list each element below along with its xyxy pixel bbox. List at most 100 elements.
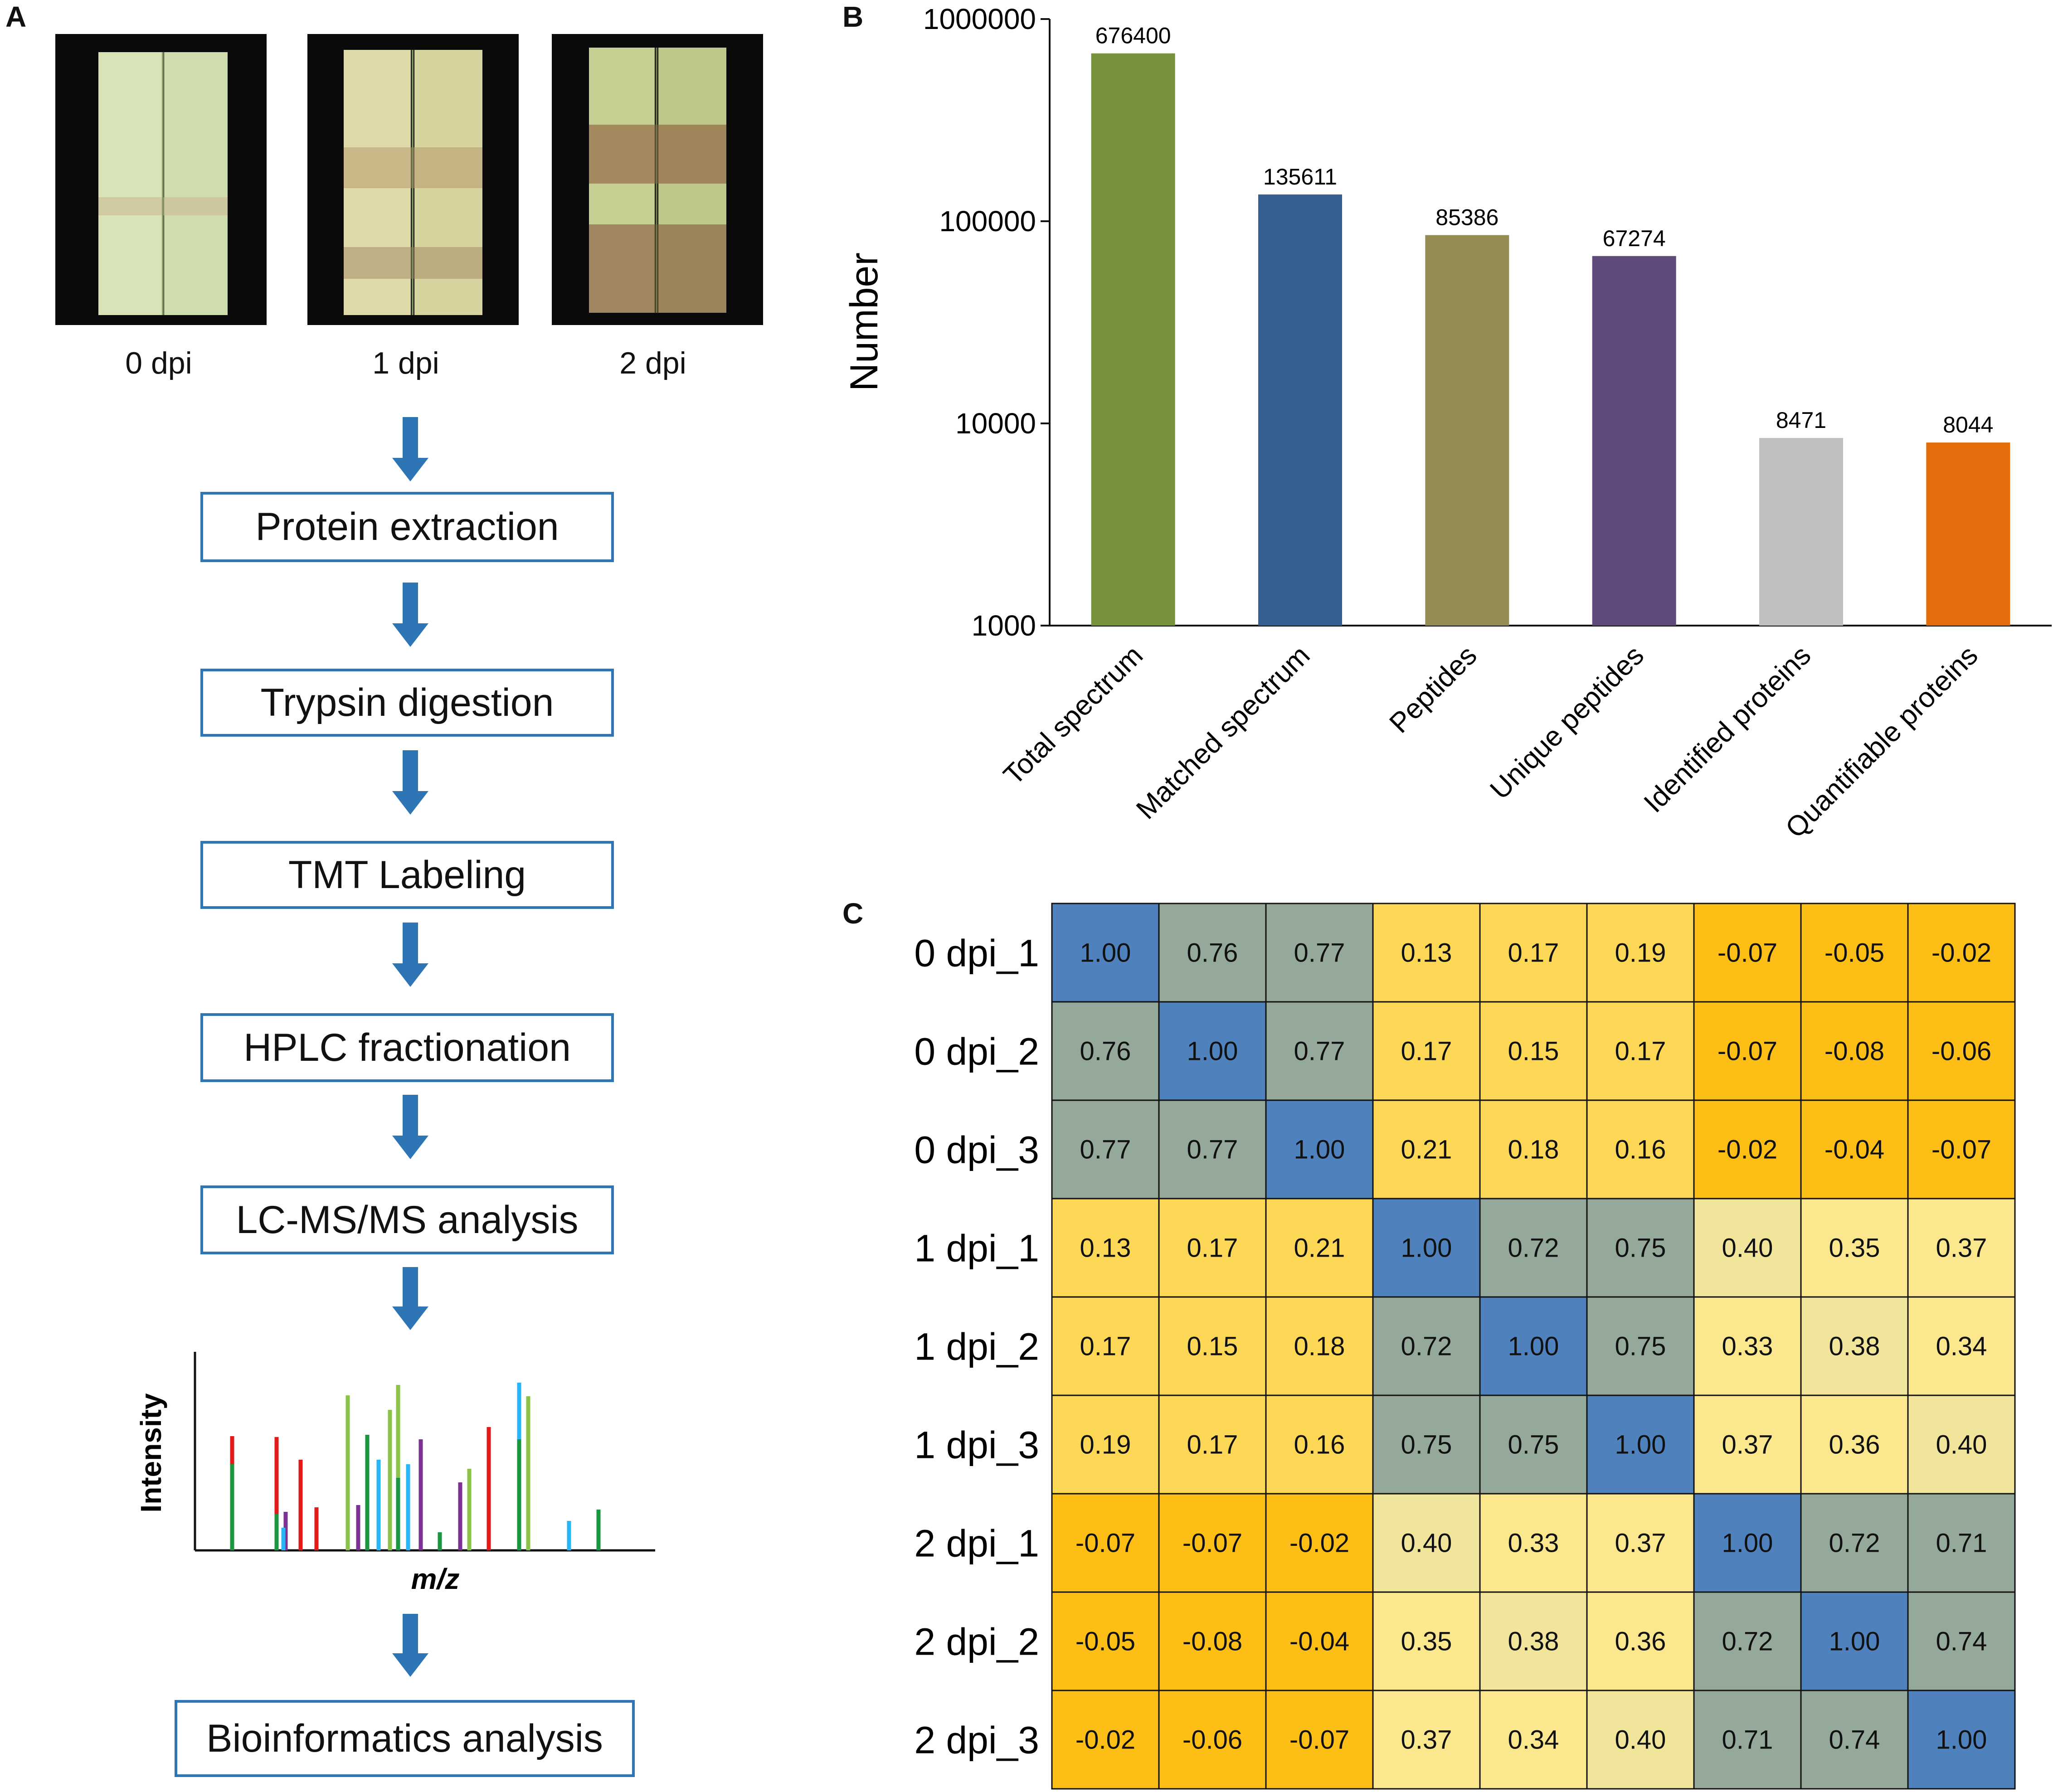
workflow-arrows — [392, 417, 428, 1677]
heatmap-cell-value: 0.17 — [1080, 1332, 1131, 1361]
heatmap-cell — [1907, 1690, 2016, 1790]
heatmap-cell-value: 0.15 — [1508, 1037, 1559, 1066]
heatmap-cell-value: -0.06 — [1932, 1037, 1991, 1066]
heatmap-cell-value: 0.34 — [1508, 1725, 1559, 1755]
heatmap-cell-value: 0.36 — [1829, 1430, 1880, 1460]
bar-value-label: 67274 — [1603, 226, 1666, 251]
heatmap-cell — [1907, 1099, 2016, 1200]
heatmap-cell — [1586, 1591, 1695, 1691]
heatmap-cell-value: 0.72 — [1508, 1234, 1559, 1263]
step-lc-ms-ms-analysis: LC-MS/MS analysis — [200, 1185, 614, 1254]
panel-label-a: A — [5, 0, 27, 33]
heatmap-cell — [1907, 1296, 2016, 1396]
heatmap-cell — [1693, 1001, 1802, 1101]
heatmap-cell-value: -0.07 — [1075, 1529, 1135, 1558]
heatmap-cell — [1051, 1099, 1160, 1200]
heatmap-cell — [1051, 903, 1160, 1003]
heatmap-cell-value: 1.00 — [1508, 1332, 1559, 1361]
heatmap-cell — [1800, 1099, 1909, 1200]
heatmap-cell-value: -0.02 — [1075, 1725, 1135, 1755]
heatmap-cell-value: 1.00 — [1829, 1627, 1880, 1656]
heatmap-cell-value: 0.34 — [1936, 1332, 1987, 1361]
heatmap-cell — [1479, 1099, 1588, 1200]
heatmap-cell — [1265, 1001, 1374, 1101]
heatmap-cell — [1479, 1394, 1588, 1495]
heatmap-row-label: 0 dpi_2 — [914, 1030, 1039, 1073]
bar-quantifiable-proteins — [1926, 442, 2010, 626]
stem-photo-1dpi — [307, 34, 519, 325]
heatmap-cell — [1479, 1591, 1588, 1691]
heatmap-row-label: 0 dpi_3 — [914, 1129, 1039, 1171]
bar-matched-spectrum — [1258, 194, 1342, 626]
heatmap-cell — [1907, 1198, 2016, 1298]
heatmap-cell-value: 0.77 — [1294, 1037, 1345, 1066]
heatmap-row-label: 2 dpi_1 — [914, 1522, 1039, 1565]
heatmap-cell-value: 0.38 — [1829, 1332, 1880, 1361]
heatmap-cell — [1693, 903, 1802, 1003]
heatmap-cell — [1907, 1493, 2016, 1593]
heatmap-cell-value: 1.00 — [1722, 1529, 1773, 1558]
x-category-label: Identified proteins — [1638, 640, 1817, 819]
photo-label-0dpi: 0 dpi — [125, 346, 192, 380]
heatmap-cell-value: 1.00 — [1080, 938, 1131, 968]
x-category-label: Total spectrum — [997, 640, 1149, 791]
heatmap-cell — [1586, 1296, 1695, 1396]
heatmap-cell — [1158, 903, 1267, 1003]
step-tmt-labeling: TMT Labeling — [200, 841, 614, 909]
heatmap-cell-value: -0.06 — [1182, 1725, 1242, 1755]
heatmap-cell-value: 0.72 — [1829, 1529, 1880, 1558]
step-protein-extraction: Protein extraction — [200, 492, 614, 562]
heatmap-cell-value: 0.17 — [1615, 1037, 1666, 1066]
heatmap-cell — [1907, 1001, 2016, 1101]
heatmap-cell-value: 0.17 — [1508, 938, 1559, 968]
ms-spectrum-illustration: Intensity m/z — [135, 1352, 655, 1595]
heatmap-cell-value: 0.37 — [1615, 1529, 1666, 1558]
heatmap-cell — [1051, 1690, 1160, 1790]
bar-unique-peptides — [1592, 256, 1676, 626]
heatmap-cell — [1586, 1198, 1695, 1298]
heatmap-row-label: 1 dpi_3 — [914, 1424, 1039, 1467]
heatmap-cell — [1265, 1493, 1374, 1593]
bar-value-label: 676400 — [1095, 23, 1171, 49]
heatmap-cell-value: 0.77 — [1187, 1135, 1238, 1165]
heatmap-cell-value: -0.04 — [1825, 1135, 1884, 1165]
photo-label-1dpi: 1 dpi — [372, 346, 439, 380]
heatmap-cell — [1372, 1099, 1481, 1200]
heatmap-cell — [1479, 1001, 1588, 1101]
heatmap-cell-value: 1.00 — [1401, 1234, 1452, 1263]
heatmap-cell — [1372, 1394, 1481, 1495]
heatmap-cell-value: 0.76 — [1080, 1037, 1131, 1066]
heatmap-cell — [1586, 1001, 1695, 1101]
heatmap-cell — [1693, 1690, 1802, 1790]
heatmap-cell-value: 0.36 — [1615, 1627, 1666, 1656]
heatmap-cell-value: 0.18 — [1508, 1135, 1559, 1165]
heatmap-cell-value: 0.77 — [1080, 1135, 1131, 1165]
heatmap-cell — [1693, 1493, 1802, 1593]
heatmap-cell-value: 0.40 — [1401, 1529, 1452, 1558]
heatmap-cell-value: 0.17 — [1187, 1234, 1238, 1263]
heatmap-cell — [1158, 1296, 1267, 1396]
heatmap-cell — [1158, 1001, 1267, 1101]
y-tick-label: 100000 — [939, 205, 1036, 238]
bar-chart-ylabel: Number — [842, 253, 886, 391]
heatmap-row-label: 0 dpi_1 — [914, 932, 1039, 975]
step-trypsin-digestion: Trypsin digestion — [200, 669, 614, 737]
heatmap-cell — [1800, 1296, 1909, 1396]
heatmap-cell — [1693, 1394, 1802, 1495]
heatmap-cell — [1800, 903, 1909, 1003]
y-tick-label: 1000 — [972, 609, 1036, 642]
heatmap-cell-value: -0.05 — [1075, 1627, 1135, 1656]
heatmap-cell — [1372, 1690, 1481, 1790]
heatmap-cell-value: 0.40 — [1615, 1725, 1666, 1755]
spectrum-xlabel: m/z — [411, 1563, 460, 1595]
panel-label-c: C — [842, 897, 864, 930]
bar-identified-proteins — [1759, 438, 1843, 626]
heatmap-cell — [1158, 1690, 1267, 1790]
down-arrow-icon — [392, 1267, 428, 1330]
y-tick-label: 10000 — [955, 407, 1036, 440]
heatmap-cell-value: 0.71 — [1936, 1529, 1987, 1558]
photo-label-2dpi: 2 dpi — [619, 346, 686, 380]
x-category-label: Unique peptides — [1484, 640, 1650, 806]
down-arrow-icon — [392, 1095, 428, 1159]
heatmap-cell-value: 0.37 — [1722, 1430, 1773, 1460]
